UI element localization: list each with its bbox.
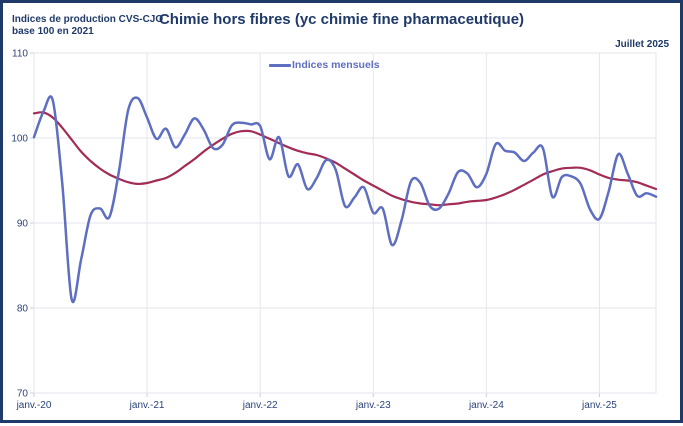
axis-unit-label: Indices de production CVS-CJO base 100 e…	[12, 14, 163, 38]
x-tick-label: janv.-25	[581, 400, 617, 411]
x-tick-label: janv.-23	[355, 400, 391, 411]
series-trend-line	[32, 111, 658, 207]
y-tick-label: 80	[17, 304, 29, 315]
y-tick-label: 70	[17, 389, 29, 400]
y-tick-label: 90	[17, 219, 29, 230]
legend-line-sample	[269, 63, 291, 67]
axis-unit-label-line1: Indices de production CVS-CJO	[12, 14, 164, 25]
series-monthly-index-line	[32, 95, 658, 304]
y-tick-label: 110	[12, 49, 28, 60]
x-tick-label: janv.-21	[129, 400, 165, 411]
latest-period-label: Juillet 2025	[615, 39, 669, 50]
axis-unit-label-line2: base 100 en 2021	[12, 26, 94, 37]
legend: Indices mensuels	[269, 59, 380, 71]
plot-area: 70 80 90 100 110 janv.-20 janv.-21 janv.-22 janv…	[11, 49, 658, 411]
x-tick-label: janv.-20	[16, 400, 52, 411]
legend-item-label: Indices mensuels	[292, 59, 380, 71]
x-tick-label: janv.-22	[242, 400, 278, 411]
plot-border	[33, 52, 657, 394]
y-tick-label: 100	[11, 134, 28, 145]
chart-title: Chimie hors fibres (yc chimie fine pharm…	[158, 11, 525, 28]
x-tick-label: janv.-24	[468, 400, 504, 411]
